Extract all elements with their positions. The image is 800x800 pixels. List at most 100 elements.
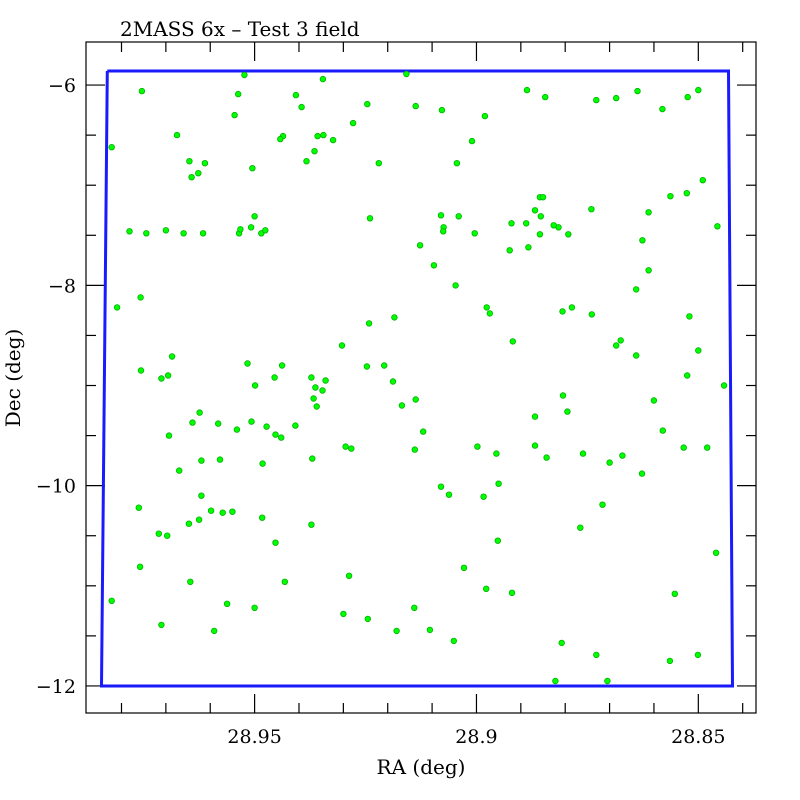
data-point	[143, 230, 150, 237]
data-point	[613, 342, 620, 349]
data-point	[412, 396, 419, 403]
data-point	[495, 480, 502, 487]
data-point	[450, 637, 457, 645]
data-point	[617, 337, 624, 344]
data-point	[667, 192, 674, 200]
data-point	[564, 408, 571, 415]
data-point	[650, 397, 658, 404]
data-point	[531, 207, 539, 214]
data-point	[277, 135, 284, 143]
data-point	[539, 193, 547, 201]
data-point	[135, 504, 142, 511]
data-point	[259, 514, 266, 521]
y-tick-label: −6	[48, 75, 76, 97]
x-tick-label: 28.85	[671, 726, 725, 748]
data-point	[633, 286, 640, 293]
data-point	[173, 131, 181, 139]
data-point	[262, 227, 269, 234]
data-point	[599, 501, 606, 508]
data-point	[398, 402, 406, 409]
data-point	[559, 308, 566, 315]
data-point	[303, 157, 310, 165]
data-point	[680, 444, 687, 451]
y-tick-label: −12	[36, 676, 76, 698]
data-point	[430, 262, 438, 269]
data-point	[272, 431, 279, 438]
field-boundary	[99, 69, 735, 688]
data-point	[588, 311, 595, 318]
data-point	[619, 452, 626, 459]
data-point	[364, 615, 371, 623]
data-point	[639, 237, 646, 244]
data-point	[186, 157, 193, 165]
chart-title: 2MASS 6x – Test 3 field	[120, 17, 360, 41]
data-point	[440, 228, 447, 235]
data-point	[158, 621, 165, 629]
data-point	[329, 136, 337, 144]
data-point	[345, 572, 353, 579]
data-point	[666, 657, 674, 665]
data-point	[241, 71, 248, 79]
data-point	[349, 119, 357, 127]
data-point	[525, 244, 532, 251]
data-point	[381, 362, 388, 369]
data-point	[216, 456, 224, 463]
data-point	[113, 304, 121, 311]
data-point	[189, 419, 196, 426]
data-point	[480, 493, 487, 500]
data-point	[163, 532, 171, 539]
data-point	[308, 521, 315, 528]
data-point	[694, 651, 702, 659]
data-point	[411, 604, 418, 611]
x-tick-label: 28.95	[227, 726, 281, 748]
data-point	[219, 509, 226, 516]
data-point	[292, 422, 299, 429]
data-point	[185, 520, 193, 527]
data-point	[508, 220, 515, 227]
data-point	[223, 600, 231, 607]
data-point	[468, 137, 476, 145]
data-point	[348, 445, 355, 452]
data-point	[537, 213, 544, 220]
data-point	[543, 454, 550, 461]
data-point	[312, 384, 319, 391]
data-point	[314, 132, 321, 140]
data-point	[164, 372, 172, 379]
data-point	[364, 100, 371, 108]
data-point	[237, 226, 244, 233]
data-point	[198, 457, 205, 464]
data-point	[634, 87, 641, 95]
data-points-layer	[108, 70, 728, 685]
data-point	[162, 227, 170, 234]
data-point	[416, 242, 424, 249]
data-point	[187, 578, 194, 585]
data-point	[684, 93, 691, 101]
data-point	[606, 459, 613, 466]
data-point	[471, 230, 478, 237]
data-point	[452, 282, 459, 289]
data-point	[195, 516, 203, 523]
data-point	[249, 164, 256, 172]
data-point	[342, 443, 349, 450]
data-point	[137, 294, 144, 301]
data-point	[180, 230, 187, 237]
data-point	[453, 159, 461, 167]
data-point	[196, 409, 203, 416]
data-point	[168, 353, 176, 360]
data-point	[165, 432, 173, 439]
data-point	[474, 443, 481, 450]
data-point	[298, 103, 305, 111]
data-point	[158, 375, 165, 382]
data-point	[126, 228, 133, 235]
data-point	[375, 159, 382, 167]
data-point	[389, 378, 397, 385]
data-point	[259, 460, 266, 467]
y-tick-label: −10	[36, 476, 76, 498]
data-point	[579, 450, 587, 457]
data-point	[136, 563, 144, 570]
data-point	[188, 173, 195, 181]
plot-frame	[85, 41, 757, 714]
data-point	[714, 223, 721, 230]
data-point	[506, 247, 513, 254]
